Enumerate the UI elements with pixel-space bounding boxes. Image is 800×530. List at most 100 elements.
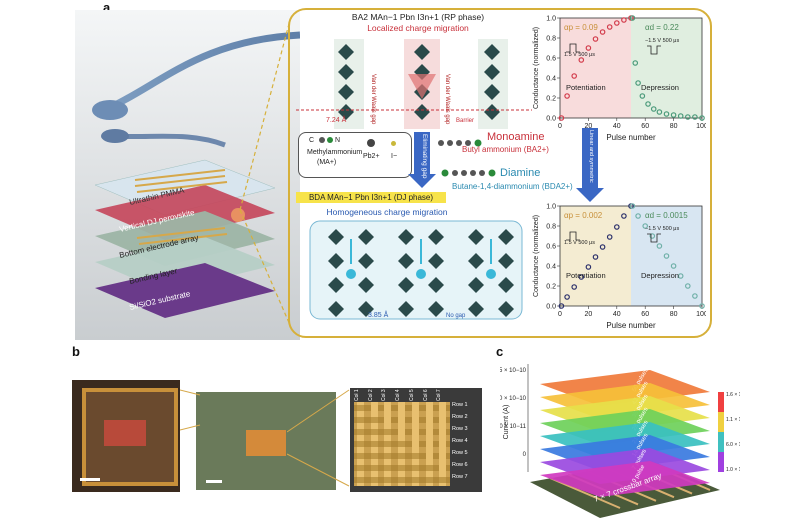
data-point [645, 101, 651, 107]
crossbar-column-line [425, 402, 433, 486]
z-tick-label: 5.0 × 10−11 [500, 424, 527, 430]
data-point [564, 294, 570, 300]
data-point [670, 112, 677, 118]
x-tick-label: 80 [670, 311, 678, 318]
crossbar-row-line [354, 441, 450, 447]
data-point [571, 73, 578, 79]
data-point [656, 109, 663, 115]
connector-lines [239, 20, 291, 326]
chart-frame [559, 205, 703, 307]
colorbar-tick-label: 6.0 × 10−11 [726, 442, 740, 448]
data-point [692, 114, 698, 120]
colorbar-mid [718, 412, 724, 432]
base-grid-line [549, 477, 621, 509]
panel-label-c: c [496, 344, 504, 359]
dep-pulse-label: −1.5 V 500 μs [645, 38, 679, 44]
alpha-p-label: αp = 0.09 [564, 23, 598, 32]
eliminate-gap-label: Eliminating gap [421, 134, 428, 179]
crossbar-photo: Col 1 Col 2 Col 3 Col 4 Col 5 Col 6 Col 7 Row … [350, 388, 482, 492]
data-point [685, 114, 691, 120]
rp-lattice: Van der Waals gap Van der Waals gap 7.24… [296, 39, 532, 129]
crossbar-row-label: Row 6 [452, 462, 468, 468]
y-tick-label: 0.0 [546, 304, 556, 311]
data-point [564, 93, 570, 99]
crossbar-row-label: Row 1 [452, 402, 468, 408]
data-point [650, 106, 657, 112]
data-point [606, 234, 613, 240]
legend-ma: (MA+) [317, 159, 337, 166]
data-point [578, 57, 585, 63]
z-axis-label: Current (A) [503, 405, 510, 440]
data-point [677, 273, 684, 279]
dep-pulse-label: −1.5 V 500 μs [645, 226, 679, 232]
data-point [642, 223, 649, 229]
y-tick-label: 0.6 [546, 244, 556, 251]
data-point [677, 113, 684, 119]
colorbar-tick-label: 1.6 × 10−10 [726, 392, 740, 398]
electrode-microscope [196, 392, 336, 490]
data-point [629, 15, 636, 21]
data-point [599, 29, 606, 35]
data-point [578, 274, 585, 280]
z-tick-label: 0 [523, 452, 527, 458]
crossbar-row-label: Row 4 [452, 438, 468, 444]
chart-bg-potentiation [560, 206, 631, 306]
chart-rp-conductance: 0 20 40 60 80 100 0.0 0.2 0.4 0.6 0.8 1.0 Pulse numb… [533, 15, 706, 142]
rp-subtitle: Localized charge migration [367, 23, 469, 33]
z-tick-label: 1.0 × 10−10 [500, 396, 527, 402]
crossbar-row-label: Row 5 [452, 450, 468, 456]
panel-label-a: a [103, 0, 111, 15]
diamine-title: Diamine [500, 167, 541, 179]
x-tick-label: 60 [641, 123, 649, 130]
legend-box: C N Methylammonium (MA+) Pb2+ I− [298, 132, 412, 178]
data-point [663, 111, 670, 117]
crossbar-row-line [354, 477, 450, 483]
data-point [629, 203, 636, 209]
x-axis-label: Pulse number [606, 321, 656, 330]
crossbar-col-label: Col 3 [381, 389, 388, 401]
data-point [558, 115, 565, 121]
colorbar-low [718, 432, 724, 452]
x-tick-label: 100 [696, 123, 706, 130]
layer-substrate [95, 263, 275, 318]
x-tick-label: 0 [558, 123, 562, 130]
data-point [699, 303, 705, 309]
chart-bg-depression [631, 18, 702, 118]
dj-formula: BDA MAn−1 Pbn I3n+1 (DJ phase) [296, 192, 446, 203]
y-tick-label: 0.4 [546, 264, 556, 271]
neuron-synapse [101, 129, 129, 143]
zoom-lines-b1 [180, 389, 201, 431]
rp-formula: BA2 MAn−1 Pbn I3n+1 (RP phase) [351, 12, 485, 22]
crossbar-col-label: Col 4 [395, 389, 402, 401]
device-illustration: Ultrathin PMMA Vertical DJ perovskite Bo… [75, 10, 300, 340]
nitrogen-icon [327, 137, 333, 143]
y-tick-label: 0.8 [546, 224, 556, 231]
crossbar-column-line [439, 402, 447, 486]
dj-diamonds [328, 229, 514, 317]
y-tick-label: 0.2 [546, 284, 556, 291]
dj-no-gap: No gap [446, 313, 466, 319]
crossbar-col-label: Col 7 [436, 389, 443, 401]
data-point [621, 213, 627, 219]
legend-pb: Pb2+ [363, 153, 380, 160]
crossbar-row-label: Row 2 [452, 414, 468, 420]
linear-arrow [582, 128, 598, 190]
chart-bg-depression [631, 206, 702, 306]
alpha-p-label: αp = 0.002 [564, 211, 603, 220]
data-point [656, 243, 663, 249]
pot-pulse-icon [566, 231, 580, 241]
y-tick-label: 0.6 [546, 56, 556, 63]
y-tick-label: 0.8 [546, 36, 556, 43]
data-point [592, 254, 599, 260]
x-tick-label: 60 [641, 311, 649, 318]
gold-electrodes [134, 169, 228, 245]
y-axis-label: Conductance (normalized) [533, 27, 540, 109]
y-tick-label: 1.0 [546, 16, 556, 23]
dep-pulse-icon [647, 45, 661, 55]
y-axis-label: Conductance (normalized) [533, 215, 540, 297]
pot-pulse-icon [566, 43, 580, 53]
potentiation-label: Potentiation [566, 83, 606, 92]
depression-label: Depression [641, 83, 679, 92]
data-point [663, 253, 670, 259]
